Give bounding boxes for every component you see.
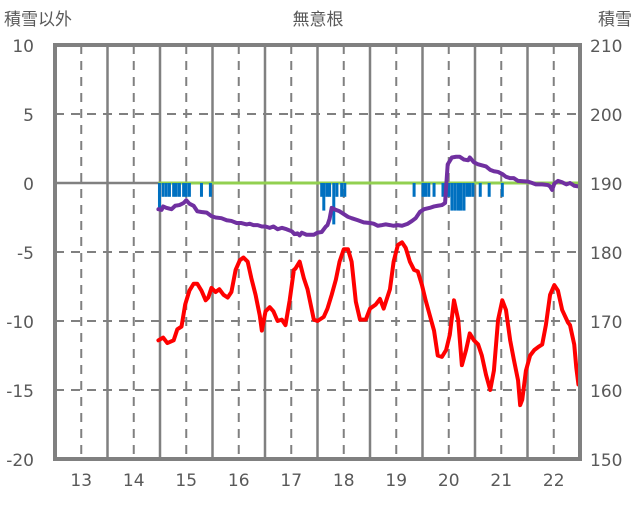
bar-blue [468, 183, 472, 197]
bar-blue [427, 183, 431, 197]
x-tick-label: 21 [490, 471, 512, 491]
x-tick-label: 20 [438, 471, 460, 491]
bar-blue [478, 183, 482, 197]
bar-blue [174, 183, 178, 197]
y-left-tick-label: -5 [17, 244, 34, 264]
x-tick-label: 16 [228, 471, 250, 491]
y-left-tick-label: -20 [6, 451, 34, 471]
series-line-red [156, 240, 581, 408]
y-right-tick-label: 150 [590, 451, 622, 471]
bar-blue [177, 183, 181, 197]
bar-blue [322, 183, 326, 211]
bar-blue [450, 183, 454, 211]
x-tick-label: 13 [70, 471, 92, 491]
bar-blue [453, 183, 457, 211]
bar-blue [412, 183, 416, 197]
bar-blue [157, 183, 161, 211]
y-left-tick-label: 0 [23, 175, 34, 195]
y-right-tick-label: 160 [590, 382, 622, 402]
bar-blue [182, 183, 186, 197]
bar-blue [164, 183, 168, 197]
y-right-tick-label: 200 [590, 106, 622, 126]
bar-blue [432, 183, 436, 197]
bar-blue [456, 183, 460, 211]
bar-blue [343, 183, 347, 197]
x-tick-label: 14 [123, 471, 145, 491]
x-tick-label: 22 [543, 471, 565, 491]
bar-blue [161, 183, 165, 197]
y-right-tick-label: 170 [590, 313, 622, 333]
left-axis-label: 積雪以外 [4, 10, 72, 30]
y-right-tick-label: 210 [590, 37, 622, 57]
bar-blue [447, 183, 451, 197]
bar-blue [199, 183, 203, 197]
bar-blue [424, 183, 428, 197]
bar-blue [465, 183, 469, 197]
bar-blue [500, 183, 504, 197]
bar-blue [340, 183, 344, 197]
bar-blue [172, 183, 176, 197]
bar-blue [320, 183, 324, 197]
bar-blue [421, 183, 425, 197]
y-right-tick-label: 180 [590, 244, 622, 264]
bar-blue [441, 183, 445, 197]
y-left-tick-label: -10 [6, 313, 34, 333]
bar-blue [462, 183, 466, 211]
right-axis-label: 積雪 [598, 10, 632, 30]
bar-blue [335, 183, 339, 197]
y-left-tick-label: -15 [6, 382, 34, 402]
chart-title: 無意根 [293, 10, 344, 30]
x-tick-label: 17 [280, 471, 302, 491]
bar-blue [487, 183, 491, 197]
series-line-purple [156, 154, 581, 238]
bar-blue [187, 183, 191, 197]
bar-blue [471, 183, 475, 197]
y-left-tick-label: 10 [12, 37, 34, 57]
bar-blue [325, 183, 329, 197]
bar-blue [208, 183, 212, 197]
bar-blue [328, 183, 332, 197]
x-tick-label: 19 [385, 471, 407, 491]
plot-frame [53, 43, 582, 461]
bar-blue [167, 183, 171, 197]
x-tick-label: 15 [175, 471, 197, 491]
bar-blue [184, 183, 188, 197]
x-tick-label: 18 [333, 471, 355, 491]
bar-blue [459, 183, 463, 211]
bar-blue [332, 183, 336, 225]
y-left-tick-label: 5 [23, 106, 34, 126]
y-right-tick-label: 190 [590, 175, 622, 195]
